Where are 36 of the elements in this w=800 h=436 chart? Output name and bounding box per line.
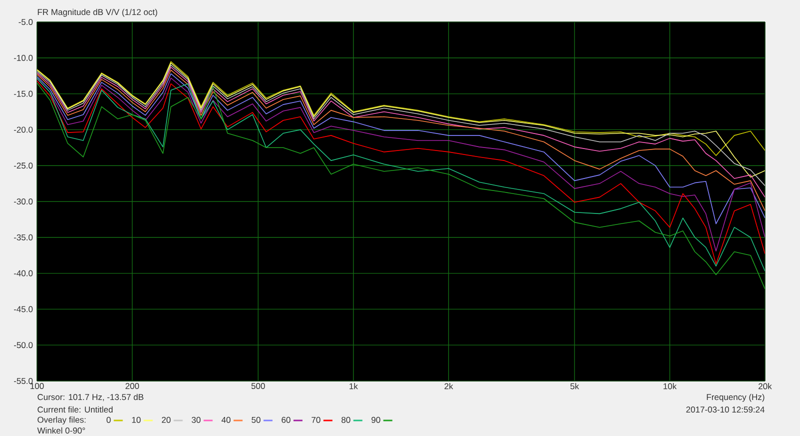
y-tick-label: -40.0: [14, 270, 33, 276]
chart-title: FR Magnitude dB V/V (1/12 oct): [38, 8, 158, 17]
y-tick-label: -15.0: [14, 90, 33, 97]
text: Current file: Untitled: [38, 406, 113, 413]
x-tick-label: 2k: [444, 383, 454, 390]
y-tick-label: -20.0: [14, 126, 33, 133]
text: Winkel 0-90°: [37, 427, 85, 434]
legend-label: 30: [192, 416, 201, 423]
y-tick-label: -50.0: [14, 342, 33, 348]
text: Cursor: 101.7 Hz, -13.57 dB: [38, 394, 144, 402]
legend-label: 70: [312, 416, 320, 423]
x-tick-label: 200: [126, 383, 139, 390]
legend-label: 10: [132, 416, 141, 423]
y-tick-label: -35.0: [14, 234, 33, 240]
legend-label: 0: [106, 416, 111, 423]
x-tick-label: 10k: [664, 383, 677, 390]
legend-label: 80: [342, 416, 350, 423]
x-axis-title: Frequency (Hz): [706, 394, 764, 402]
y-tick-label: -45.0: [14, 306, 33, 312]
y-tick-label: -55.0: [14, 378, 33, 384]
legend-label: 90: [372, 416, 380, 423]
y-tick-label: -30.0: [14, 198, 33, 204]
legend-label: 20: [162, 416, 171, 423]
x-tick-label: 5k: [570, 383, 580, 390]
x-tick-label: 20k: [758, 383, 772, 390]
legend-label: 50: [252, 416, 260, 423]
x-tick-label: 1k: [350, 383, 358, 390]
y-tick-label: -25.0: [14, 162, 33, 169]
legend-label: 40: [222, 416, 230, 423]
x-tick-label: 500: [251, 383, 265, 390]
x-tick-label: 100: [30, 383, 44, 390]
text: 2017-03-10 12:59:24: [686, 406, 765, 413]
y-tick-label: -10.0: [14, 54, 33, 61]
legend-title: Overlay files:: [38, 416, 86, 424]
legend-label: 60: [282, 416, 290, 423]
y-tick-label: -5.0: [18, 19, 33, 26]
